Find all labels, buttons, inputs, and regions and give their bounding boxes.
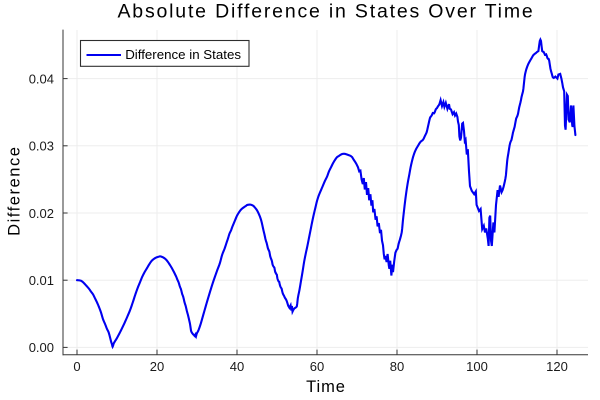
svg-text:Difference: Difference [6,145,24,235]
svg-text:Absolute Difference in States: Absolute Difference in States Over Time [117,1,534,23]
svg-text:20: 20 [150,359,164,374]
svg-text:100: 100 [466,359,488,374]
svg-text:0.03: 0.03 [29,139,54,154]
svg-text:80: 80 [390,359,404,374]
svg-text:Time: Time [306,378,346,396]
svg-text:0: 0 [73,359,80,374]
svg-text:Difference in States: Difference in States [125,47,241,62]
svg-text:0.01: 0.01 [29,273,54,288]
svg-text:60: 60 [310,359,324,374]
svg-text:40: 40 [230,359,244,374]
svg-text:0.04: 0.04 [29,71,54,86]
svg-text:0.00: 0.00 [29,340,54,355]
svg-text:120: 120 [546,359,568,374]
svg-text:0.02: 0.02 [29,206,54,221]
